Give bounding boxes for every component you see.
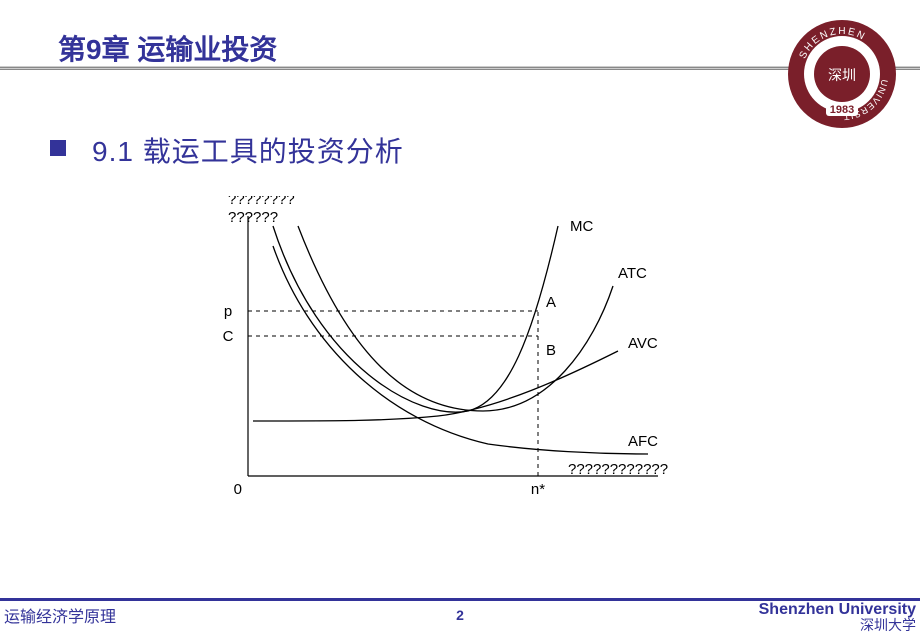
slide-page: 第9章 运输业投资 SHENZHEN UNIVERSITY 1983 深圳 9.…	[0, 0, 920, 637]
svg-text:AVC: AVC	[628, 335, 658, 352]
bullet-icon	[50, 140, 66, 156]
footer-uni-zh: 深圳大学	[759, 619, 916, 635]
chapter-title: 第9章 运输业投资	[58, 28, 277, 68]
svg-text:B: B	[546, 342, 556, 359]
section-title: 9.1 载运工具的投资分析	[92, 130, 404, 170]
svg-text:??????: ??????	[228, 209, 278, 226]
svg-text:C: C	[223, 328, 234, 345]
footer-right: Shenzhen University 深圳大学	[759, 601, 916, 635]
svg-text:MC: MC	[570, 218, 593, 235]
svg-text:ATC: ATC	[618, 265, 647, 282]
cost-curves-chart: 0 pCn* MC ATC AVC AFC A B??????????????????????…	[218, 196, 688, 508]
svg-text:A: A	[546, 294, 556, 311]
university-logo: SHENZHEN UNIVERSITY 1983 深圳	[786, 18, 898, 130]
svg-text:????????: ????????	[228, 196, 295, 208]
svg-text:AFC: AFC	[628, 433, 658, 450]
svg-text:p: p	[224, 303, 232, 320]
header-divider	[0, 66, 920, 70]
svg-text:????????????: ????????????	[568, 461, 668, 478]
svg-text:深圳: 深圳	[828, 68, 856, 84]
footer-left: 运输经济学原理	[4, 603, 116, 627]
logo-year: 1983	[830, 104, 854, 116]
svg-text:0: 0	[234, 481, 242, 498]
page-number: 2	[456, 607, 464, 623]
svg-text:n*: n*	[531, 481, 545, 498]
footer-uni-en: Shenzhen University	[759, 601, 916, 619]
